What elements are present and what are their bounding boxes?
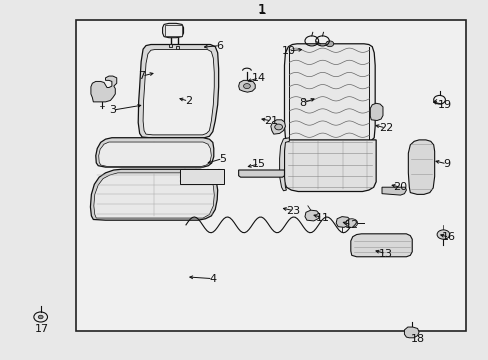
Text: 4: 4: [209, 274, 216, 284]
Text: 1: 1: [257, 3, 265, 17]
Text: 20: 20: [393, 182, 407, 192]
Text: 15: 15: [252, 159, 265, 169]
Polygon shape: [99, 142, 211, 166]
Polygon shape: [143, 50, 214, 135]
Circle shape: [243, 84, 250, 89]
Polygon shape: [162, 23, 183, 38]
Polygon shape: [90, 169, 217, 220]
Text: 14: 14: [251, 73, 265, 83]
Polygon shape: [176, 46, 179, 49]
Circle shape: [436, 230, 449, 239]
Circle shape: [199, 174, 204, 179]
Polygon shape: [164, 25, 182, 36]
Text: 7: 7: [138, 71, 145, 81]
Circle shape: [274, 124, 282, 130]
Polygon shape: [335, 217, 350, 228]
Polygon shape: [96, 138, 213, 167]
Polygon shape: [381, 187, 406, 195]
Text: 12: 12: [344, 220, 358, 230]
Circle shape: [38, 315, 43, 319]
Polygon shape: [404, 327, 418, 338]
Text: 11: 11: [315, 213, 329, 223]
Polygon shape: [138, 45, 218, 138]
Text: 3: 3: [109, 105, 116, 115]
Polygon shape: [284, 140, 375, 192]
Polygon shape: [284, 44, 374, 142]
Text: 19: 19: [436, 100, 450, 110]
Polygon shape: [369, 103, 382, 121]
Text: 13: 13: [378, 248, 392, 258]
Text: 8: 8: [299, 98, 306, 108]
Polygon shape: [407, 140, 434, 194]
Text: 16: 16: [441, 233, 455, 242]
Polygon shape: [238, 80, 255, 92]
Text: 10: 10: [281, 46, 295, 56]
Text: 5: 5: [219, 153, 225, 163]
Polygon shape: [305, 210, 319, 221]
Text: 21: 21: [264, 116, 278, 126]
Text: 17: 17: [35, 324, 49, 334]
Circle shape: [345, 219, 357, 228]
Text: 22: 22: [378, 123, 392, 133]
Polygon shape: [279, 138, 289, 191]
Text: 6: 6: [216, 41, 223, 51]
Text: 23: 23: [285, 206, 300, 216]
Bar: [76, 21, 466, 330]
Polygon shape: [91, 76, 117, 102]
Polygon shape: [238, 170, 284, 177]
Text: 9: 9: [443, 159, 449, 169]
Text: 18: 18: [410, 333, 424, 343]
Text: 1: 1: [257, 3, 265, 16]
Polygon shape: [94, 173, 214, 218]
Circle shape: [325, 41, 333, 47]
Polygon shape: [180, 169, 224, 184]
Text: 2: 2: [184, 96, 192, 106]
Polygon shape: [270, 120, 285, 134]
Polygon shape: [169, 44, 172, 47]
Polygon shape: [350, 234, 411, 257]
